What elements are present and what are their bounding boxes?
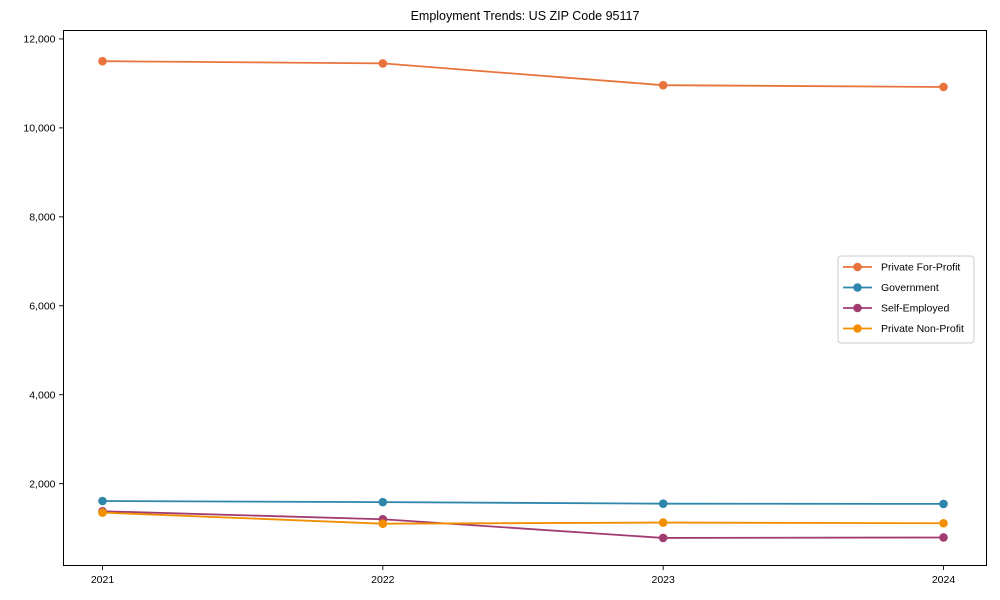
series-marker-private-non-profit <box>658 518 668 527</box>
legend-swatch-marker-government <box>853 283 862 292</box>
series-marker-private-non-profit <box>378 519 388 528</box>
legend-swatch-marker-private-for-profit <box>853 262 862 272</box>
legend-box <box>837 255 975 344</box>
y-tick-label: 10,000 <box>23 123 55 135</box>
x-tick-label: 2024 <box>932 574 956 586</box>
y-tick-label: 4,000 <box>29 389 55 401</box>
chart-title: Employment Trends: US ZIP Code 95117 <box>411 9 640 23</box>
legend-label-government: Government <box>881 282 939 294</box>
y-tick-label: 8,000 <box>29 212 55 224</box>
series-marker-private-for-profit <box>378 59 388 68</box>
series-line-government <box>102 500 944 505</box>
series-marker-government <box>658 499 668 508</box>
series-line-private-non-profit <box>102 511 944 525</box>
y-tick-label: 6,000 <box>29 300 55 312</box>
legend-label-private-non-profit: Private Non-Profit <box>881 323 964 335</box>
y-tick-label: 2,000 <box>29 478 55 490</box>
series-marker-private-for-profit <box>98 56 107 66</box>
series-marker-government <box>98 496 107 506</box>
y-tick-label: 12,000 <box>23 34 55 46</box>
series-marker-self-employed <box>939 533 948 542</box>
series-marker-private-for-profit <box>939 82 948 92</box>
series-marker-government <box>939 499 948 509</box>
series-marker-private-non-profit <box>939 518 948 528</box>
series-marker-private-for-profit <box>658 80 668 90</box>
legend-swatch-marker-private-non-profit <box>853 324 862 333</box>
plot-frame <box>63 30 987 566</box>
series-marker-private-non-profit <box>98 508 107 517</box>
series-line-self-employed <box>102 510 944 539</box>
x-tick-label: 2023 <box>651 574 675 586</box>
legend: Private For-Profit Government Self-Employe… <box>837 255 975 344</box>
legend-label-self-employed: Self-Employed <box>881 303 949 315</box>
legend-label-private-for-profit: Private For-Profit <box>881 262 960 274</box>
series-marker-self-employed <box>658 533 668 543</box>
series-line-private-for-profit <box>102 60 944 88</box>
series-marker-government <box>378 497 388 507</box>
x-tick-label: 2022 <box>371 574 395 586</box>
legend-swatch-marker-self-employed <box>853 303 862 313</box>
x-tick-label: 2021 <box>91 574 115 586</box>
